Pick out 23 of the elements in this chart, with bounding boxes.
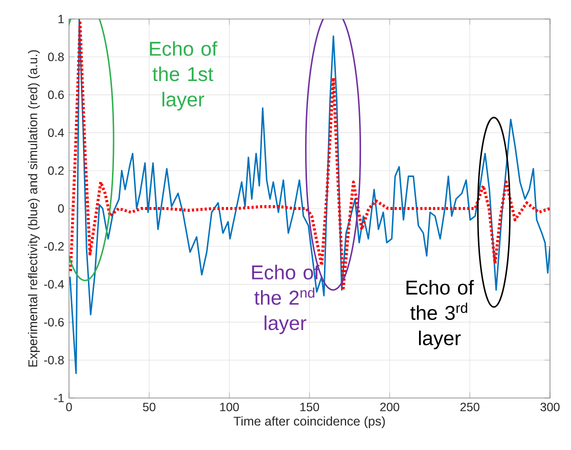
y-tick-label: -0.4 <box>44 280 64 289</box>
x-tick-label: 300 <box>540 402 560 412</box>
y-tick-label: 0.8 <box>48 52 64 62</box>
y-tick-label: 0.4 <box>48 128 64 137</box>
x-axis-title: Time after coincidence (ps) <box>234 416 385 428</box>
x-tick-label: 100 <box>220 402 239 412</box>
y-tick-label: -1 <box>54 394 64 402</box>
y-axis-title: Experimental reflectivity (blue) and simulation (red) (a.u.) <box>28 50 40 367</box>
x-tick-label: 250 <box>460 402 480 412</box>
x-tick-label: 150 <box>300 402 320 412</box>
y-tick-label: 0 <box>58 204 64 213</box>
x-tick-label: 0 <box>66 402 72 412</box>
annotation: Echo of the 1st layer <box>150 41 218 110</box>
y-tick-label: 1 <box>58 14 64 24</box>
y-tick-label: 0.6 <box>48 90 64 100</box>
y-tick-label: -0.6 <box>44 318 64 326</box>
y-tick-label: -0.2 <box>44 242 64 251</box>
text: Echo of the 3$^{rd}$ layer <box>406 280 474 350</box>
x-tick-label: 50 <box>142 402 156 412</box>
y-tick-label: 0.2 <box>48 166 64 175</box>
y-tick-label: -0.8 <box>44 356 64 364</box>
x-tick-label: 200 <box>380 402 400 412</box>
line-series <box>69 19 550 374</box>
